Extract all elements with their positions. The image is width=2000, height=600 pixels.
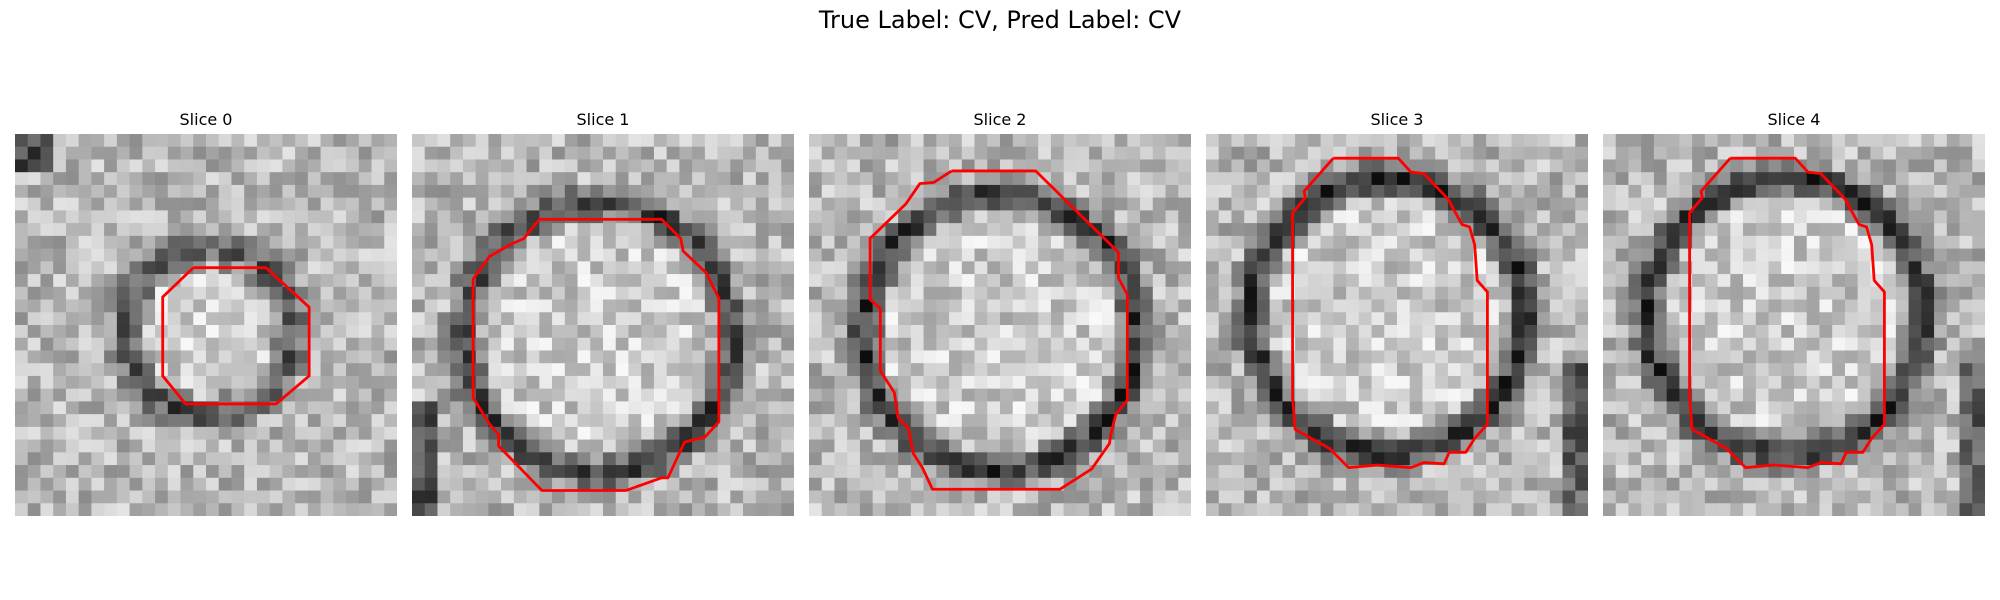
slice-image — [1206, 134, 1588, 516]
slice-panel-2: Slice 2 — [809, 110, 1191, 516]
slice-panel-4: Slice 4 — [1603, 110, 1985, 516]
slice-panel-0: Slice 0 — [15, 110, 397, 516]
segmentation-contour — [161, 266, 311, 406]
slice-title: Slice 0 — [179, 110, 233, 129]
figure-title: True Label: CV, Pred Label: CV — [818, 6, 1182, 34]
slice-image — [809, 134, 1191, 516]
slice-panel-3: Slice 3 — [1206, 110, 1588, 516]
segmentation-contour — [868, 169, 1129, 491]
slice-image — [412, 134, 794, 516]
segmentation-contour — [471, 217, 721, 492]
slice-panel-1: Slice 1 — [412, 110, 794, 516]
slice-title: Slice 1 — [576, 110, 630, 129]
segmentation-contour — [1688, 156, 1886, 470]
slice-image — [15, 134, 397, 516]
slice-image — [1603, 134, 1985, 516]
slice-title: Slice 3 — [1370, 110, 1424, 129]
segmentation-contour — [1291, 156, 1489, 470]
slice-title: Slice 4 — [1767, 110, 1821, 129]
slice-title: Slice 2 — [973, 110, 1027, 129]
